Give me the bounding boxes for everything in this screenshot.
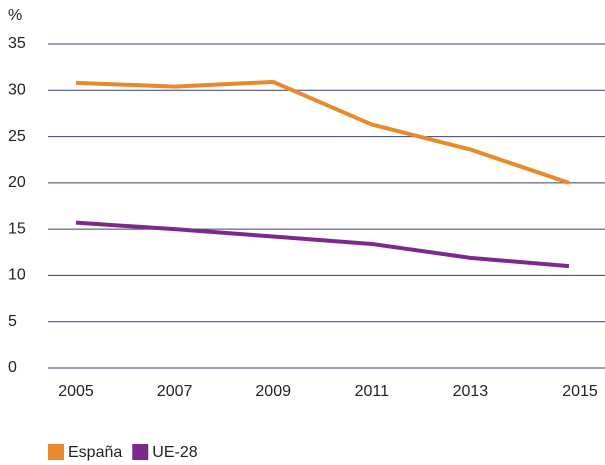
legend-label: España [68, 444, 122, 461]
y-tick-label: 30 [8, 82, 26, 99]
x-tick-label: 2015 [562, 383, 598, 400]
legend-label: UE-28 [152, 444, 197, 461]
y-tick-label: 25 [8, 128, 26, 145]
y-tick-label: 10 [8, 267, 26, 284]
y-unit: % [8, 7, 22, 24]
x-tick-label: 2011 [355, 383, 390, 400]
series-line [75, 79, 570, 185]
x-tick-label: 2013 [453, 383, 489, 400]
x-tick-label: 2005 [58, 383, 94, 400]
y-tick-label: 15 [8, 220, 26, 237]
x-tick-label: 2007 [157, 383, 193, 400]
series-line [75, 220, 570, 269]
y-tick-label: 20 [8, 174, 26, 191]
x-tick-label: 2009 [255, 383, 291, 400]
legend-swatch [48, 444, 64, 460]
y-tick-label: 5 [8, 313, 17, 330]
y-tick-label: 35 [8, 35, 26, 52]
legend-swatch [132, 444, 149, 460]
y-tick-label: 0 [8, 359, 17, 376]
